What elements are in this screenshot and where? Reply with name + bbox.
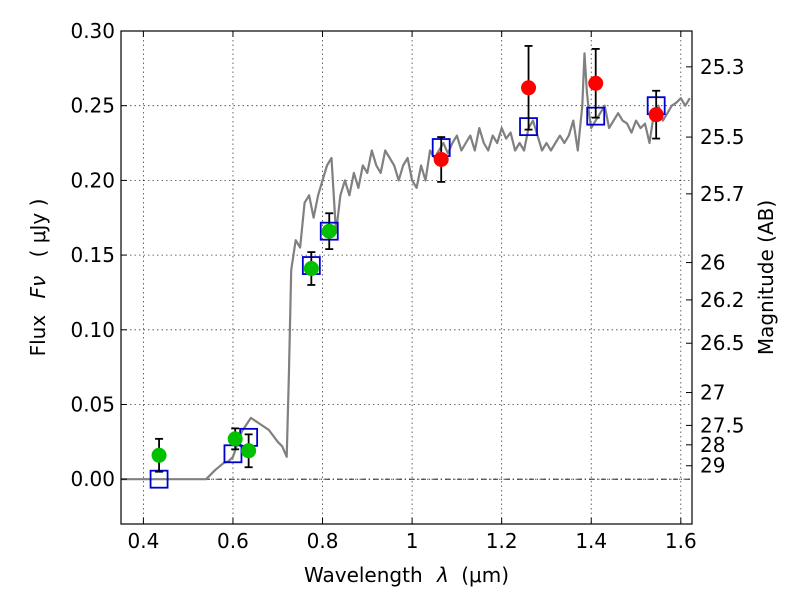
y-tick-label: 0.20 — [70, 168, 115, 192]
axis-ticks: 0.4 0.6 0.8 1 1.2 1.4 1.6 0.00 0.05 0.10 0.15 0.20 0… — [70, 19, 744, 553]
x-tick-label: 1 — [406, 529, 419, 553]
y2-axis-label: Magnitude (AB) — [754, 200, 778, 355]
y-tick-label: 0.30 — [70, 19, 115, 43]
x-tick-label: 0.6 — [217, 529, 249, 553]
x-axis-label: Wavelength λ (μm) — [304, 563, 509, 587]
observed-flux-point — [433, 151, 449, 167]
y-tick-label: 0.25 — [70, 94, 115, 118]
mag-tick-label: 28 — [700, 433, 725, 457]
model-spectrum-line — [121, 52, 691, 481]
mag-tick-label: 26 — [700, 251, 725, 275]
plot-frame — [120, 30, 693, 525]
mag-tick-label: 26.5 — [700, 331, 745, 355]
mag-tick-label: 25.7 — [700, 182, 745, 206]
mag-tick-label: 25.5 — [700, 125, 745, 149]
mag-tick-label: 29 — [700, 454, 725, 478]
y-axis-label: Flux Fν ( μJy ) — [26, 199, 50, 357]
y-tick-label: 0.10 — [70, 318, 115, 342]
model-spectrum — [121, 52, 691, 481]
x-tick-label: 0.4 — [127, 529, 159, 553]
observed-flux-point — [227, 431, 243, 447]
observed-flux-point — [241, 443, 257, 459]
data-markers — [149, 45, 666, 489]
grid-lines — [121, 30, 692, 524]
y-axis-label-unit: ( μJy ) — [26, 199, 50, 258]
mag-tick-label: 25.3 — [700, 55, 745, 79]
mag-tick-label: 27 — [700, 381, 725, 405]
observed-flux-point — [321, 223, 337, 239]
observed-flux-point — [151, 447, 167, 463]
x-tick-label: 1.2 — [486, 529, 518, 553]
x-axis-label-symbol: λ — [436, 563, 449, 587]
mag-tick-label: 27.5 — [700, 413, 745, 437]
y-tick-label: 0.05 — [70, 392, 115, 416]
observed-flux-point — [648, 107, 664, 123]
x-tick-label: 0.8 — [307, 529, 339, 553]
y-axis-label-symbol: Fν — [26, 276, 50, 299]
x-tick-label: 1.4 — [575, 529, 607, 553]
observed-flux-point — [303, 261, 319, 277]
observed-flux-point — [521, 80, 537, 96]
x-axis-label-unit: (μm) — [461, 563, 509, 587]
observed-flux-point — [588, 75, 604, 91]
y-tick-label: 0.15 — [70, 243, 115, 267]
y-axis-label-text: Flux — [26, 315, 50, 357]
y-tick-label: 0.00 — [70, 467, 115, 491]
x-axis-label-text: Wavelength — [304, 563, 423, 587]
x-tick-label: 1.6 — [665, 529, 697, 553]
mag-tick-label: 26.2 — [700, 288, 745, 312]
